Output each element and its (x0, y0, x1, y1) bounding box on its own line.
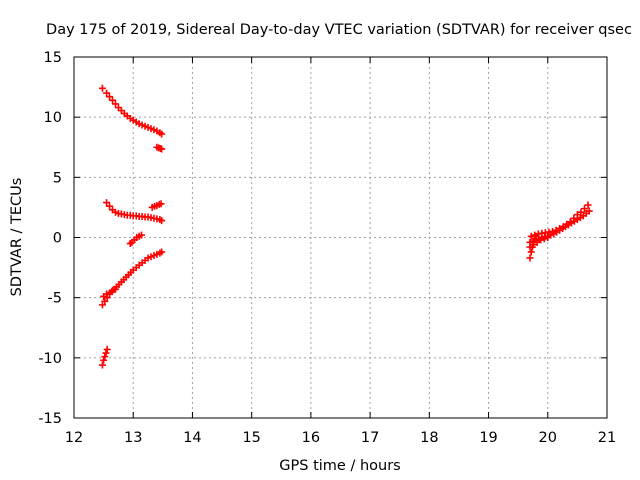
series-track-late-c (527, 201, 592, 240)
data-point (531, 231, 539, 239)
data-point (101, 297, 109, 305)
x-tick-label: 21 (598, 430, 616, 446)
grid (74, 57, 607, 418)
x-tick-label: 12 (65, 430, 83, 446)
y-tick-label: -15 (38, 411, 62, 427)
data-point (584, 201, 592, 209)
y-tick-label: -5 (48, 291, 62, 307)
data-point (540, 235, 548, 243)
x-tick-label: 17 (361, 430, 379, 446)
data-point (103, 199, 111, 207)
data-point (138, 231, 146, 239)
data-point (106, 93, 114, 101)
data-point (566, 218, 574, 226)
y-tick-label: -10 (38, 351, 62, 367)
x-tick-label: 14 (183, 430, 201, 446)
y-axis-label: SDTVAR / TECUs (9, 178, 25, 297)
chart-title: Day 175 of 2019, Sidereal Day-to-day VTE… (46, 22, 632, 38)
data-point (549, 227, 557, 235)
plot-area-frame (73, 56, 608, 419)
x-tick-label: 13 (124, 430, 142, 446)
data-point (556, 224, 564, 232)
data-point (111, 100, 119, 108)
x-tick-label: 16 (302, 430, 320, 446)
series-track-small (126, 231, 146, 248)
data-point (157, 200, 165, 208)
x-axis-label: GPS time / hours (279, 458, 400, 474)
y-tick-label: 10 (44, 110, 62, 126)
data-point (98, 301, 106, 309)
x-tick-label: 20 (539, 430, 557, 446)
data-point (537, 236, 545, 244)
data-point (563, 220, 571, 228)
series-track-mid (103, 199, 166, 225)
data-point (111, 285, 119, 293)
data-point (544, 234, 552, 241)
x-tick-label: 19 (479, 430, 497, 446)
x-tick-label: 15 (242, 430, 260, 446)
data-point (103, 345, 111, 353)
data-point (577, 208, 585, 216)
series-track-lower-b (100, 285, 119, 300)
data-point (102, 349, 110, 357)
data-point (585, 207, 593, 215)
y-tick-label: 0 (53, 231, 62, 247)
data-point (526, 243, 534, 251)
data-point (527, 232, 535, 240)
data-point (158, 130, 166, 138)
data-point (158, 248, 166, 256)
series-track-low (98, 345, 111, 369)
data-point (101, 353, 109, 361)
data-point (103, 89, 111, 97)
data-point (526, 254, 534, 262)
data-point (530, 241, 538, 249)
series-track-late-d (526, 234, 552, 251)
data-point (100, 356, 108, 364)
data-point (570, 214, 578, 222)
data-point (98, 361, 106, 369)
y-tick-label: 15 (44, 50, 62, 66)
series-track-mid-b (148, 200, 165, 211)
data-point (573, 211, 581, 219)
axis-ticks: 12 13 14 15 16 17 18 19 20 21 -15 -10 -5 0 5 10 15 (38, 50, 616, 446)
series-track-short (153, 143, 166, 153)
series-track-upper (98, 84, 166, 138)
data-point (98, 84, 106, 92)
data-point (559, 223, 567, 231)
data-point (158, 145, 166, 153)
data-point (158, 217, 166, 225)
data-point (580, 205, 588, 213)
data-point (106, 202, 114, 210)
y-tick-label: 5 (53, 170, 62, 186)
data-point (527, 248, 535, 256)
x-tick-label: 18 (420, 430, 438, 446)
data-point (533, 238, 541, 246)
data-points (98, 84, 593, 369)
series-track-lower (98, 248, 166, 309)
data-point (108, 96, 116, 104)
data-point (552, 226, 560, 234)
